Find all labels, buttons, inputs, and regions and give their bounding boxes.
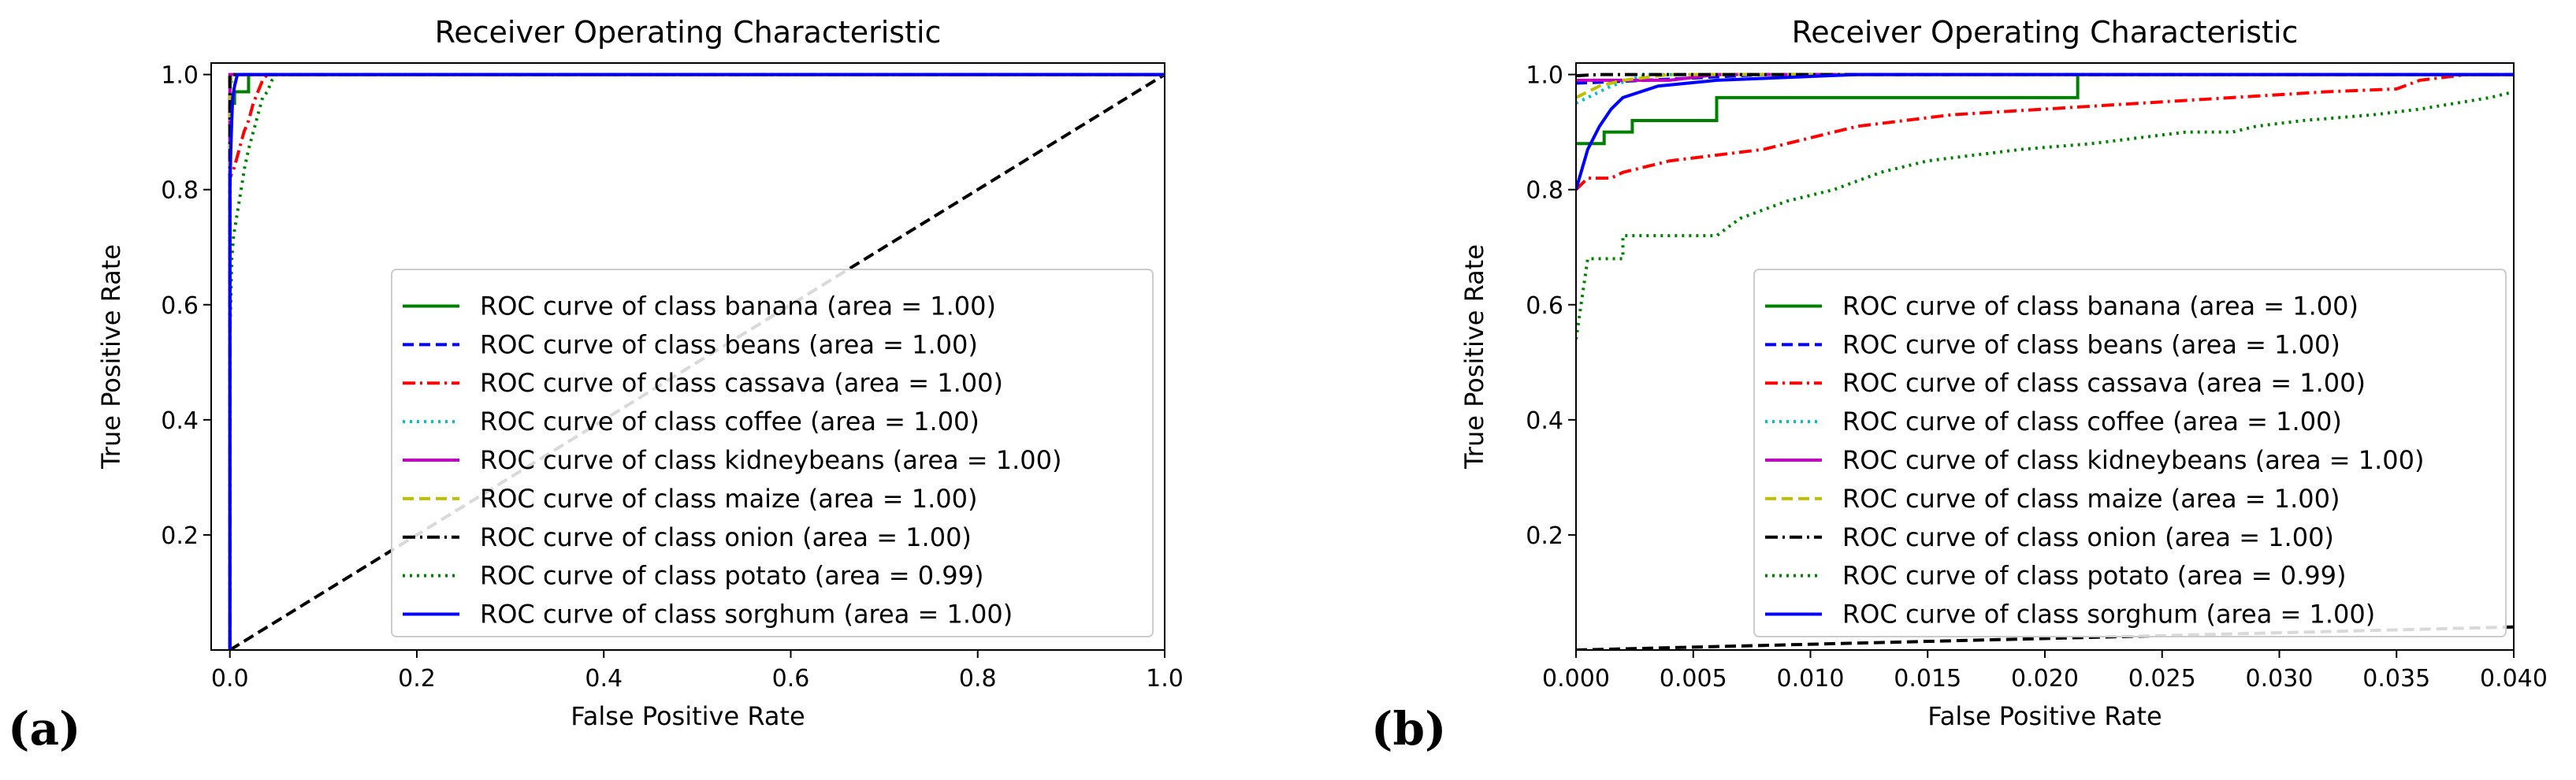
x-tick-label: 0.030 (2246, 665, 2314, 693)
x-tick-label: 0.8 (959, 665, 997, 693)
x-tick-label: 0.015 (1894, 665, 1961, 693)
panel-b-title: Receiver Operating Characteristic (1792, 15, 2299, 50)
legend-entry-banana: ROC curve of class banana (area = 1.00) (480, 291, 996, 321)
legend-entry-potato: ROC curve of class potato (area = 0.99) (1842, 561, 2346, 591)
y-tick-label: 0.2 (161, 522, 199, 550)
roc-curve-onion (1576, 72, 2514, 78)
roc-curve-cassava (1576, 72, 2514, 191)
legend-entry-beans: ROC curve of class beans (area = 1.00) (480, 329, 978, 359)
panel-b-ticks: 0.000 0.005 0.010 0.015 0.020 0.025 0.030 0.035… (1526, 62, 2548, 693)
legend-entry-kidneybeans: ROC curve of class kidneybeans (area = 1… (480, 445, 1062, 475)
panel-b-x-axis-label: False Positive Rate (1927, 701, 2162, 731)
x-tick-label: 0.0 (211, 665, 249, 693)
panel-b-y-axis-label: True Positive Rate (1459, 244, 1489, 470)
panel-a: Receiver Operating Characteristic False … (8, 15, 1184, 756)
panel-b-plot-area (1575, 62, 2515, 651)
roc-curve-maize (1576, 72, 2514, 99)
legend-entry-banana: ROC curve of class banana (area = 1.00) (1842, 291, 2359, 321)
legend-entry-onion: ROC curve of class onion (area = 1.00) (480, 522, 972, 552)
y-tick-label: 0.8 (161, 177, 199, 205)
curves-group (1576, 72, 2514, 650)
x-tick-label: 0.020 (2011, 665, 2079, 693)
roc-curve-sorghum (228, 72, 1165, 650)
panel-a-x-axis-label: False Positive Rate (571, 701, 805, 731)
legend-entry-kidneybeans: ROC curve of class kidneybeans (area = 1… (1842, 445, 2425, 475)
legend-entry-onion: ROC curve of class onion (area = 1.00) (1842, 522, 2334, 552)
curves-group (228, 72, 1165, 650)
panel-a-label: (a) (8, 702, 80, 756)
panel-b: Receiver Operating Characteristic False … (1371, 15, 2548, 756)
legend-box (391, 269, 1154, 637)
x-tick-label: 0.025 (2128, 665, 2196, 693)
x-tick-label: 0.035 (2362, 665, 2430, 693)
y-tick-label: 0.8 (1526, 177, 1563, 205)
panel-a-plot-area (210, 62, 1165, 651)
roc-curve-potato (1576, 90, 2514, 340)
panel-b-label: (b) (1371, 702, 1446, 756)
y-tick-label: 1.0 (161, 62, 199, 90)
legend-entry-sorghum: ROC curve of class sorghum (area = 1.00) (480, 600, 1013, 630)
panel-b-legend: ROC curve of class banana (area = 1.00) R… (1753, 269, 2507, 637)
y-tick-label: 0.4 (161, 407, 199, 435)
y-tick-label: 0.2 (1526, 522, 1563, 550)
legend-entry-coffee: ROC curve of class coffee (area = 1.00) (1842, 407, 2342, 436)
legend-entry-cassava: ROC curve of class cassava (area = 1.00) (480, 368, 1003, 398)
x-tick-label: 0.6 (772, 665, 810, 693)
x-tick-label: 0.005 (1660, 665, 1727, 693)
legend-entry-beans: ROC curve of class beans (area = 1.00) (1842, 329, 2340, 359)
roc-curve-sorghum (1576, 72, 2514, 191)
y-tick-label: 0.6 (1526, 292, 1563, 320)
y-tick-label: 0.4 (1526, 407, 1563, 435)
roc-curve-potato (228, 72, 1165, 650)
panel-a-ticks: 0.0 0.2 0.4 0.6 0.8 1.0 0.2 0.4 0.6 0.8 1.0 (161, 62, 1184, 693)
panel-a-title: Receiver Operating Characteristic (435, 15, 942, 50)
axes-frame (210, 62, 1165, 651)
x-tick-label: 0.000 (1542, 665, 1610, 693)
x-tick-label: 0.040 (2480, 665, 2548, 693)
legend-entry-maize: ROC curve of class maize (area = 1.00) (1842, 484, 2340, 514)
roc-curve-banana (1576, 72, 2514, 146)
legend-box (1753, 269, 2507, 637)
x-tick-label: 0.4 (585, 665, 623, 693)
legend-entry-maize: ROC curve of class maize (area = 1.00) (480, 484, 977, 514)
legend-entry-sorghum: ROC curve of class sorghum (area = 1.00) (1842, 600, 2375, 630)
roc-curve-cassava (228, 72, 1165, 650)
roc-curve-coffee (1576, 72, 2514, 105)
x-tick-label: 1.0 (1146, 665, 1184, 693)
panel-a-y-axis-label: True Positive Rate (96, 244, 126, 470)
x-tick-label: 0.010 (1777, 665, 1845, 693)
x-tick-label: 0.2 (398, 665, 436, 693)
legend-entry-coffee: ROC curve of class coffee (area = 1.00) (480, 407, 979, 436)
legend-entry-potato: ROC curve of class potato (area = 0.99) (480, 561, 983, 591)
legend-entry-cassava: ROC curve of class cassava (area = 1.00) (1842, 368, 2366, 398)
y-tick-label: 0.6 (161, 292, 199, 320)
panel-a-legend: ROC curve of class banana (area = 1.00) R… (391, 269, 1154, 637)
y-tick-label: 1.0 (1526, 62, 1563, 90)
